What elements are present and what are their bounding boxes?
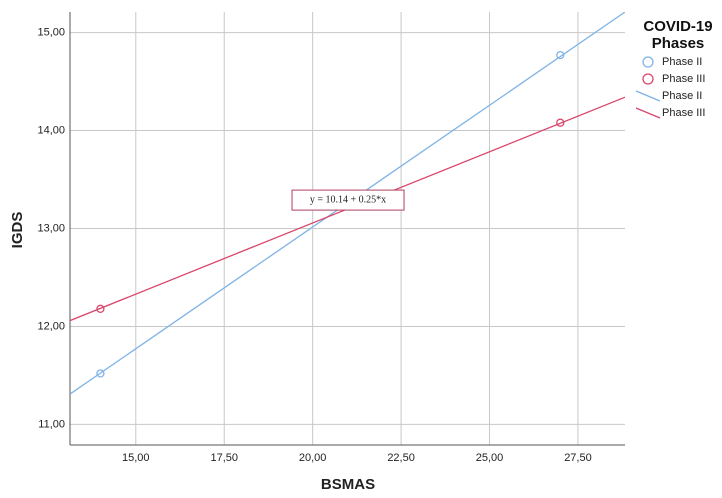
legend-title: COVID-19 Phases [643, 18, 713, 52]
y-tick-label: 11,00 [38, 418, 65, 430]
y-tick-label: 15,00 [37, 26, 65, 38]
legend-marker [642, 73, 654, 85]
y-axis-label: IGDS [9, 212, 26, 249]
x-tick-label: 27,50 [564, 452, 592, 464]
y-tick-label: 13,00 [37, 222, 65, 234]
x-tick-label: 25,00 [476, 452, 504, 464]
y-tick-label: 12,00 [37, 320, 65, 332]
legend-label: Phase II [662, 56, 702, 68]
legend-marker [635, 90, 661, 102]
annotation-box [291, 189, 405, 211]
legend-marker [635, 107, 661, 119]
point [556, 50, 565, 60]
y-tick-label: 14,00 [37, 124, 65, 136]
x-tick-label: 15,00 [122, 452, 150, 464]
x-tick-label: 20,00 [299, 452, 327, 464]
legend-label: Phase II [662, 90, 702, 102]
legend-marker [642, 56, 654, 68]
point [96, 369, 105, 378]
legend-label: Phase III [662, 73, 705, 85]
point [96, 304, 105, 313]
point [556, 118, 565, 127]
legend-label: Phase III [662, 107, 705, 119]
annotation: y = 10.14 + 0.25*x [310, 194, 386, 205]
x-tick-label: 17,50 [210, 452, 238, 464]
x-axis-label: BSMAS [321, 476, 375, 493]
x-tick-label: 22,50 [387, 452, 415, 464]
